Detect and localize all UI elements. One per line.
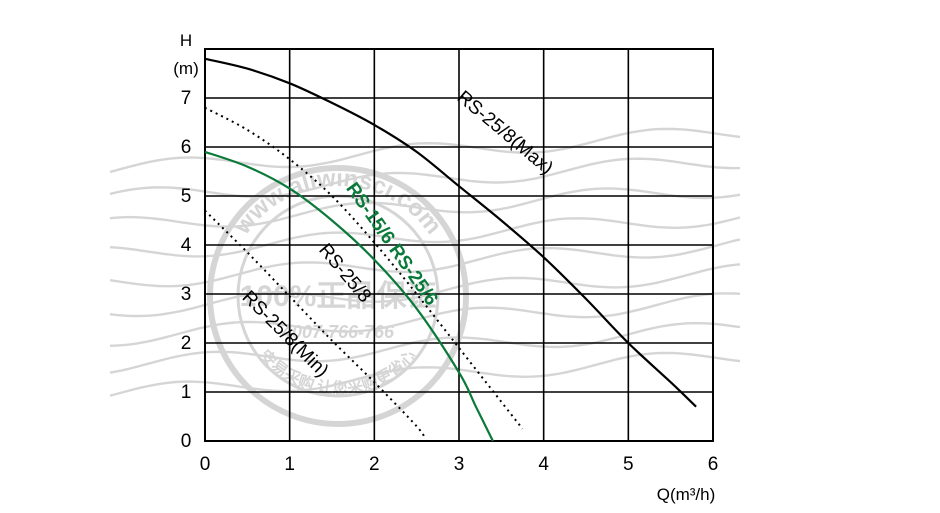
watermark-outer-ring xyxy=(207,165,469,427)
chart-grid xyxy=(205,49,713,441)
watermark-phone-text: 4007-766-766 xyxy=(281,322,395,342)
x-axis-ticks: 0 1 2 3 4 5 6 xyxy=(200,454,719,475)
y-tick-label: 3 xyxy=(181,284,192,305)
series-line xyxy=(204,209,426,440)
plot-area-frame xyxy=(204,48,714,442)
x-tick-label: 1 xyxy=(284,454,295,475)
y-tick-label: 6 xyxy=(181,137,192,158)
y-tick-label: 7 xyxy=(181,88,192,109)
x-tick-label: 5 xyxy=(623,454,634,475)
watermark-center-text: 100%正品保证 xyxy=(240,280,437,313)
y-axis-label: H xyxy=(180,31,192,50)
watermark-wave-line xyxy=(109,157,741,198)
y-axis-ticks: 0 1 2 3 4 5 6 7 xyxy=(181,88,192,452)
watermark-wave-line xyxy=(109,322,741,374)
curve-label: RS-25/8(Max) xyxy=(453,87,557,179)
series-line xyxy=(204,106,524,430)
x-tick-label: 0 xyxy=(200,454,211,475)
chart-series xyxy=(204,57,697,442)
y-axis-unit-label: (m) xyxy=(173,59,198,78)
series-line xyxy=(204,150,494,442)
y-tick-label: 2 xyxy=(181,333,192,354)
watermark-wave-line xyxy=(109,238,741,288)
curve-labels: RS-25/8(Max)RS-15/6 RS-25/6RS-25/8RS-25/… xyxy=(238,87,557,382)
x-tick-label: 3 xyxy=(454,454,465,475)
x-tick-label: 6 xyxy=(708,454,719,475)
watermark-wave-line xyxy=(109,187,741,228)
y-tick-label: 5 xyxy=(181,186,192,207)
y-tick-label: 1 xyxy=(181,382,192,403)
x-tick-label: 4 xyxy=(538,454,549,475)
y-tick-label: 0 xyxy=(181,431,192,452)
watermark-wave-line xyxy=(109,351,741,397)
x-axis-label: Q(m³/h) xyxy=(657,485,716,504)
series-line xyxy=(204,57,697,408)
y-tick-label: 4 xyxy=(181,235,192,256)
watermark-wave-line xyxy=(109,127,741,174)
x-tick-label: 2 xyxy=(369,454,380,475)
watermark-wave-line xyxy=(109,263,741,318)
